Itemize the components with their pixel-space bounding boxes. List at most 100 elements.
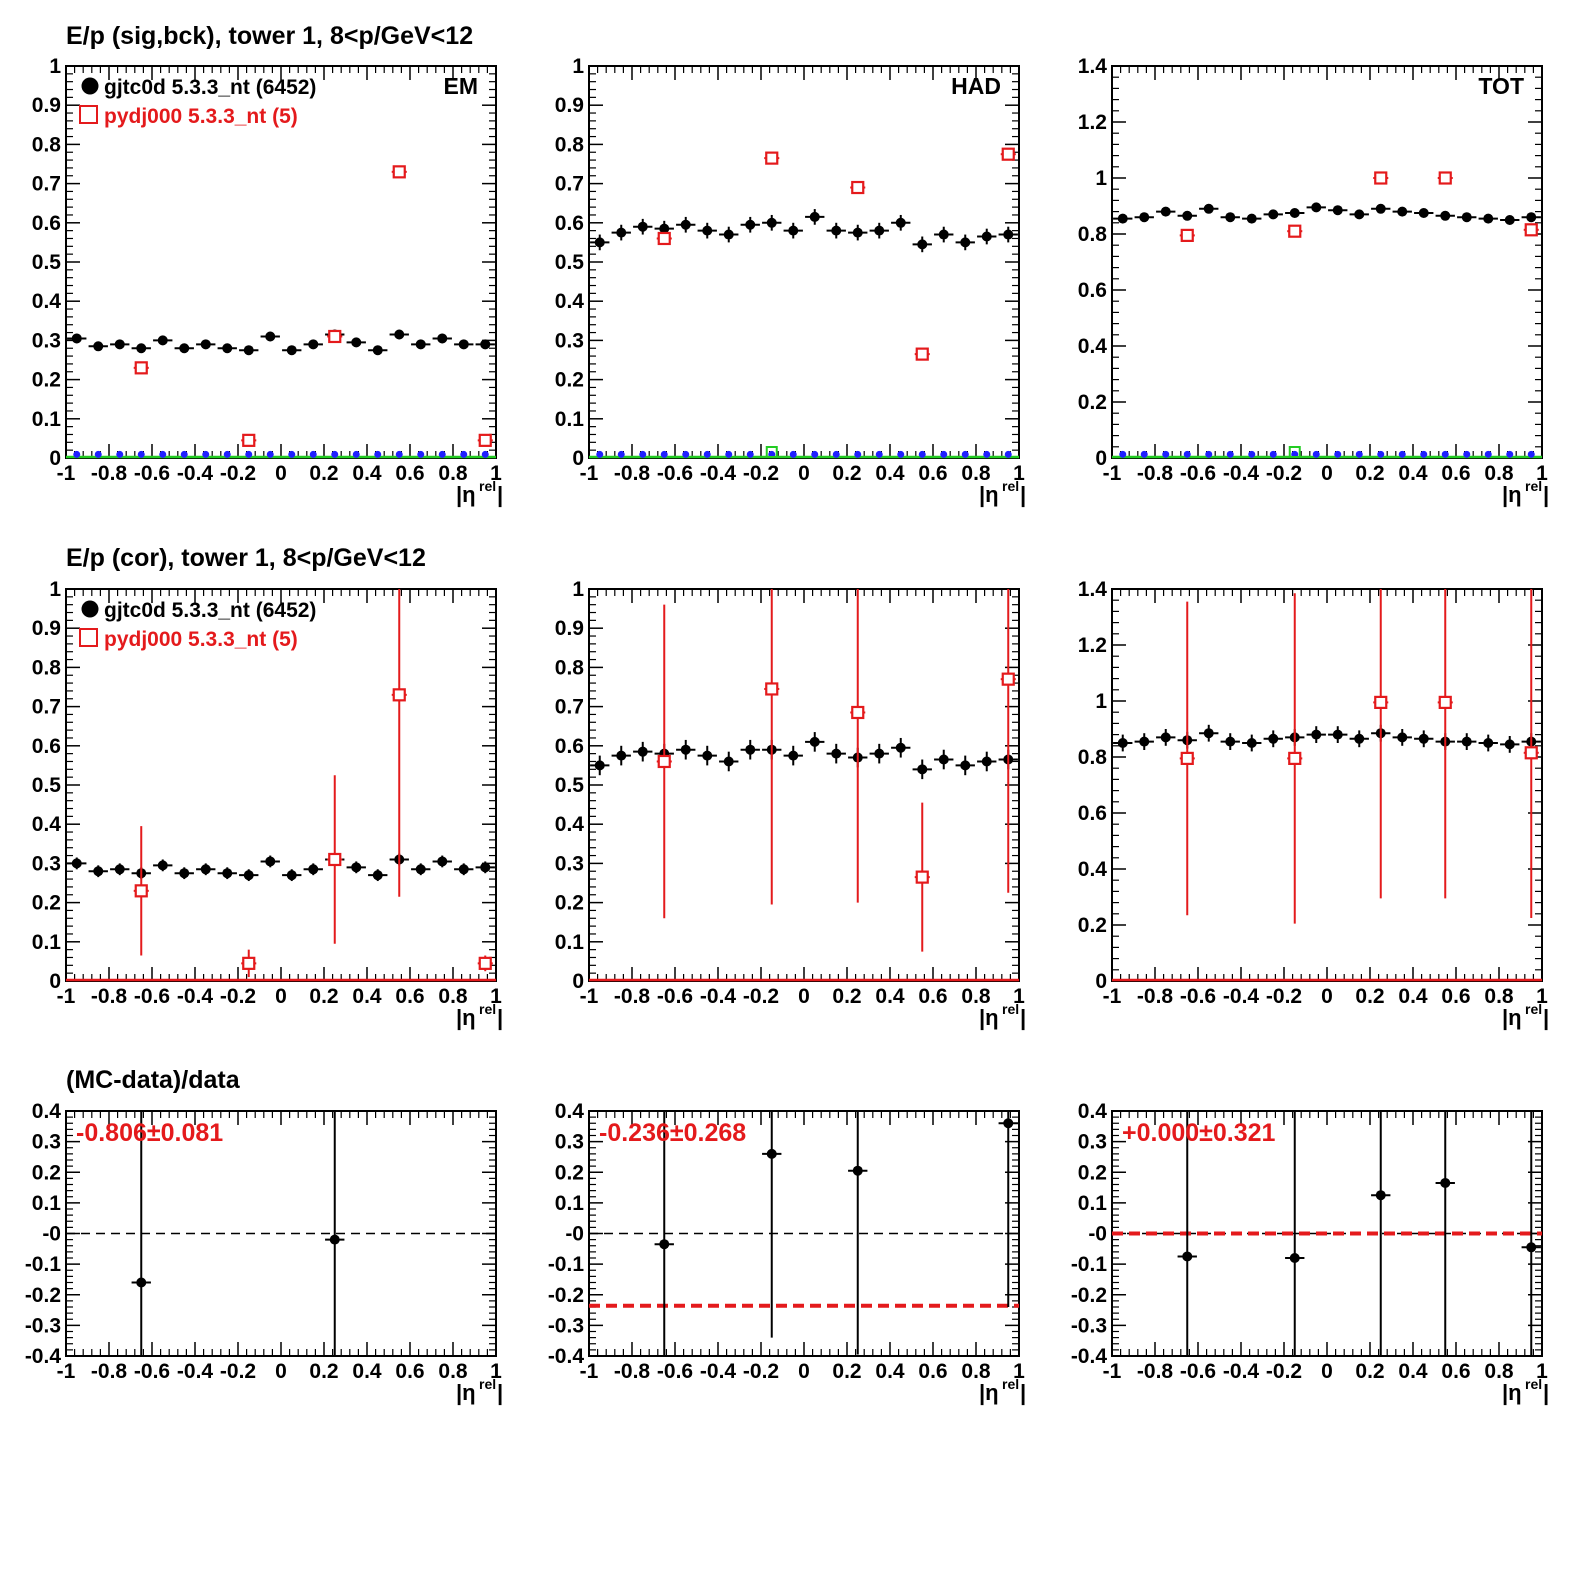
x-tick-label: -1 [580, 1360, 599, 1383]
y-tick-label: 0.6 [32, 735, 61, 758]
y-tick-label: 0 [49, 970, 61, 993]
mc-point [657, 231, 671, 246]
y-tick-label: 0.3 [32, 852, 61, 875]
y-tick-label: -0.4 [25, 1345, 62, 1368]
x-tick-label: -0.4 [177, 985, 214, 1008]
x-tick-label: -0.2 [1266, 1360, 1302, 1383]
x-tick-label: 1 [1013, 1360, 1025, 1383]
panel-r2c2: -1 -0.8 -0.6 -0.4 -0.2 0 0.2 0.4 0.6 0.8 1 0 0.1 0.2 0… [555, 578, 1026, 1030]
mc-point [1288, 751, 1302, 766]
data-point [1203, 728, 1214, 739]
background-blue-point [417, 450, 425, 458]
x-tick-label: -0.4 [700, 1360, 737, 1383]
data-point [659, 1239, 670, 1250]
x-axis-title-sup: rel [1525, 1001, 1542, 1017]
x-tick-label: 0 [798, 985, 810, 1008]
x-tick-label: 0.6 [1441, 985, 1470, 1008]
data-point [874, 748, 885, 759]
x-tick-label: 1 [490, 1360, 502, 1383]
data-point [852, 1165, 863, 1176]
mc-point [242, 956, 256, 970]
data-point [1160, 206, 1171, 217]
y-tick-label: 0.3 [555, 852, 584, 875]
data-point [458, 339, 469, 350]
x-tick-label: 0 [275, 462, 287, 485]
data-point [680, 219, 691, 230]
x-axis-title-sup: rel [1525, 478, 1542, 494]
x-tick-label: 0.6 [395, 1360, 424, 1383]
y-tick-label: 0.9 [555, 94, 584, 117]
y-tick-label: 0.6 [555, 735, 584, 758]
data-point [1397, 206, 1408, 217]
y-tick-label: 1 [572, 55, 584, 78]
series-mc [656, 589, 1016, 952]
mc-point [328, 329, 342, 344]
x-tick-label: -0.6 [657, 462, 693, 485]
background-blue-point [1398, 450, 1406, 458]
data-point [616, 227, 627, 238]
y-tick-label: 0 [572, 447, 584, 470]
x-tick-label: -0.8 [91, 985, 128, 1008]
x-tick-label: -0.8 [91, 1360, 128, 1383]
legend-mc-marker [79, 105, 98, 124]
background-blue-point [703, 450, 711, 458]
data-point [1268, 209, 1279, 220]
data-point [437, 856, 448, 867]
background-blue-point [1205, 450, 1213, 458]
x-tick-label: 1 [1536, 1360, 1548, 1383]
x-tick-label: 0.6 [918, 1360, 947, 1383]
x-tick-label: -0.8 [1137, 462, 1174, 485]
y-tick-label: 0.4 [1078, 335, 1108, 358]
background-blue-point [202, 450, 210, 458]
background-blue-point [73, 450, 81, 458]
data-point [1225, 736, 1236, 747]
x-tick-label: 0.8 [1484, 1360, 1514, 1383]
data-point [329, 1234, 340, 1245]
y-tick-label: 0.4 [1078, 858, 1108, 881]
x-axis-title: |η [979, 1005, 999, 1030]
data-point [71, 858, 82, 869]
x-tick-label: -0.6 [1180, 1360, 1216, 1383]
x-tick-label: -0.4 [1223, 1360, 1260, 1383]
data-point [458, 864, 469, 875]
panel-r1c3: -1 -0.8 -0.6 -0.4 -0.2 0 0.2 0.4 0.6 0.8 1 0 0.2 0.4 0… [1078, 55, 1549, 507]
y-tick-label: 1 [572, 578, 584, 601]
background-blue-point [1463, 450, 1471, 458]
series-mc [1179, 171, 1539, 242]
mc-point [851, 705, 865, 720]
background-blue-point [245, 450, 253, 458]
legend-data-label: gjtc0d 5.3.3_nt (6452) [104, 76, 316, 99]
x-tick-label: 0.2 [309, 985, 338, 1008]
background-blue-point [983, 450, 991, 458]
y-tick-label: -0.4 [548, 1345, 585, 1368]
background-blue-point [961, 450, 969, 458]
series-mc [133, 589, 493, 978]
x-tick-label: 0.8 [438, 1360, 468, 1383]
data-point [637, 746, 648, 757]
y-tick-label: 0.8 [555, 133, 585, 156]
y-tick-label: 0.1 [555, 1192, 585, 1215]
x-tick-label: 0.4 [352, 462, 382, 485]
x-axis-title-close: | [497, 1380, 503, 1405]
data-point [745, 744, 756, 755]
panel-corner-label: EM [444, 73, 479, 99]
panel-r2c1: -1 -0.8 -0.6 -0.4 -0.2 0 0.2 0.4 0.6 0.8 1 0 0.1 0.2 0… [32, 578, 503, 1030]
mc-point [478, 433, 492, 447]
x-tick-label: -0.2 [743, 1360, 779, 1383]
x-tick-label: 1 [490, 462, 502, 485]
data-point [1182, 1251, 1193, 1262]
data-point [480, 339, 491, 350]
data-point [960, 237, 971, 248]
x-tick-label: -0.8 [614, 1360, 651, 1383]
data-point [594, 760, 605, 771]
data-point [1483, 738, 1494, 748]
data-point [1311, 729, 1322, 740]
data-point [1440, 210, 1451, 221]
x-tick-label: -0.2 [743, 462, 779, 485]
y-tick-label: 0.6 [1078, 802, 1107, 825]
mc-point [1180, 228, 1194, 242]
background-blue-point [617, 450, 625, 458]
mc-point [1374, 171, 1388, 185]
data-point [93, 866, 104, 877]
x-tick-label: 0.8 [438, 462, 468, 485]
